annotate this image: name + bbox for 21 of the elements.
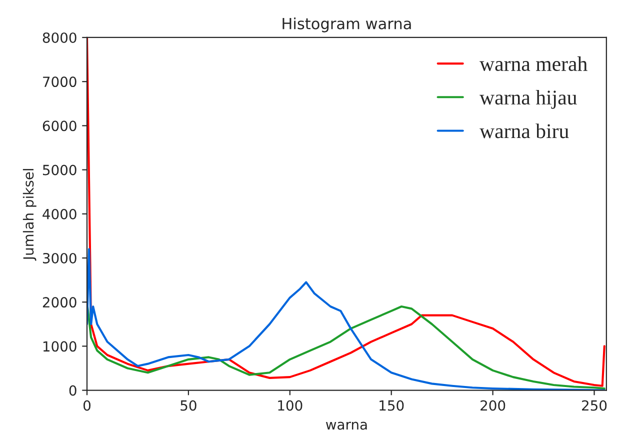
y-axis-title: Jumlah piksel <box>22 169 36 261</box>
y-tick-label: 0 <box>69 385 76 396</box>
y-tick-label: 6000 <box>42 120 76 132</box>
x-tick-label: 100 <box>278 400 302 411</box>
legend-label: warna biru <box>480 124 569 138</box>
y-tick-label: 8000 <box>42 32 76 43</box>
y-tick-label: 4000 <box>42 208 76 220</box>
chart-title: Histogram warna <box>282 18 411 32</box>
y-tick-label: 2000 <box>42 297 76 308</box>
x-tick-label: 50 <box>180 400 196 411</box>
x-tick-label: 0 <box>83 400 90 411</box>
x-tick-label: 200 <box>480 400 506 411</box>
x-axis-title: warna <box>326 422 367 430</box>
y-tick-label: 7000 <box>43 76 76 88</box>
legend-label: warna merah <box>480 56 588 72</box>
x-tick-label: 250 <box>582 400 607 411</box>
y-tick-label: 3000 <box>42 252 76 264</box>
x-tick-label: 150 <box>380 400 404 411</box>
y-tick-label: 5000 <box>43 164 76 176</box>
y-tick-label: 1000 <box>43 341 76 352</box>
legend-label: warna hijau <box>480 90 577 109</box>
